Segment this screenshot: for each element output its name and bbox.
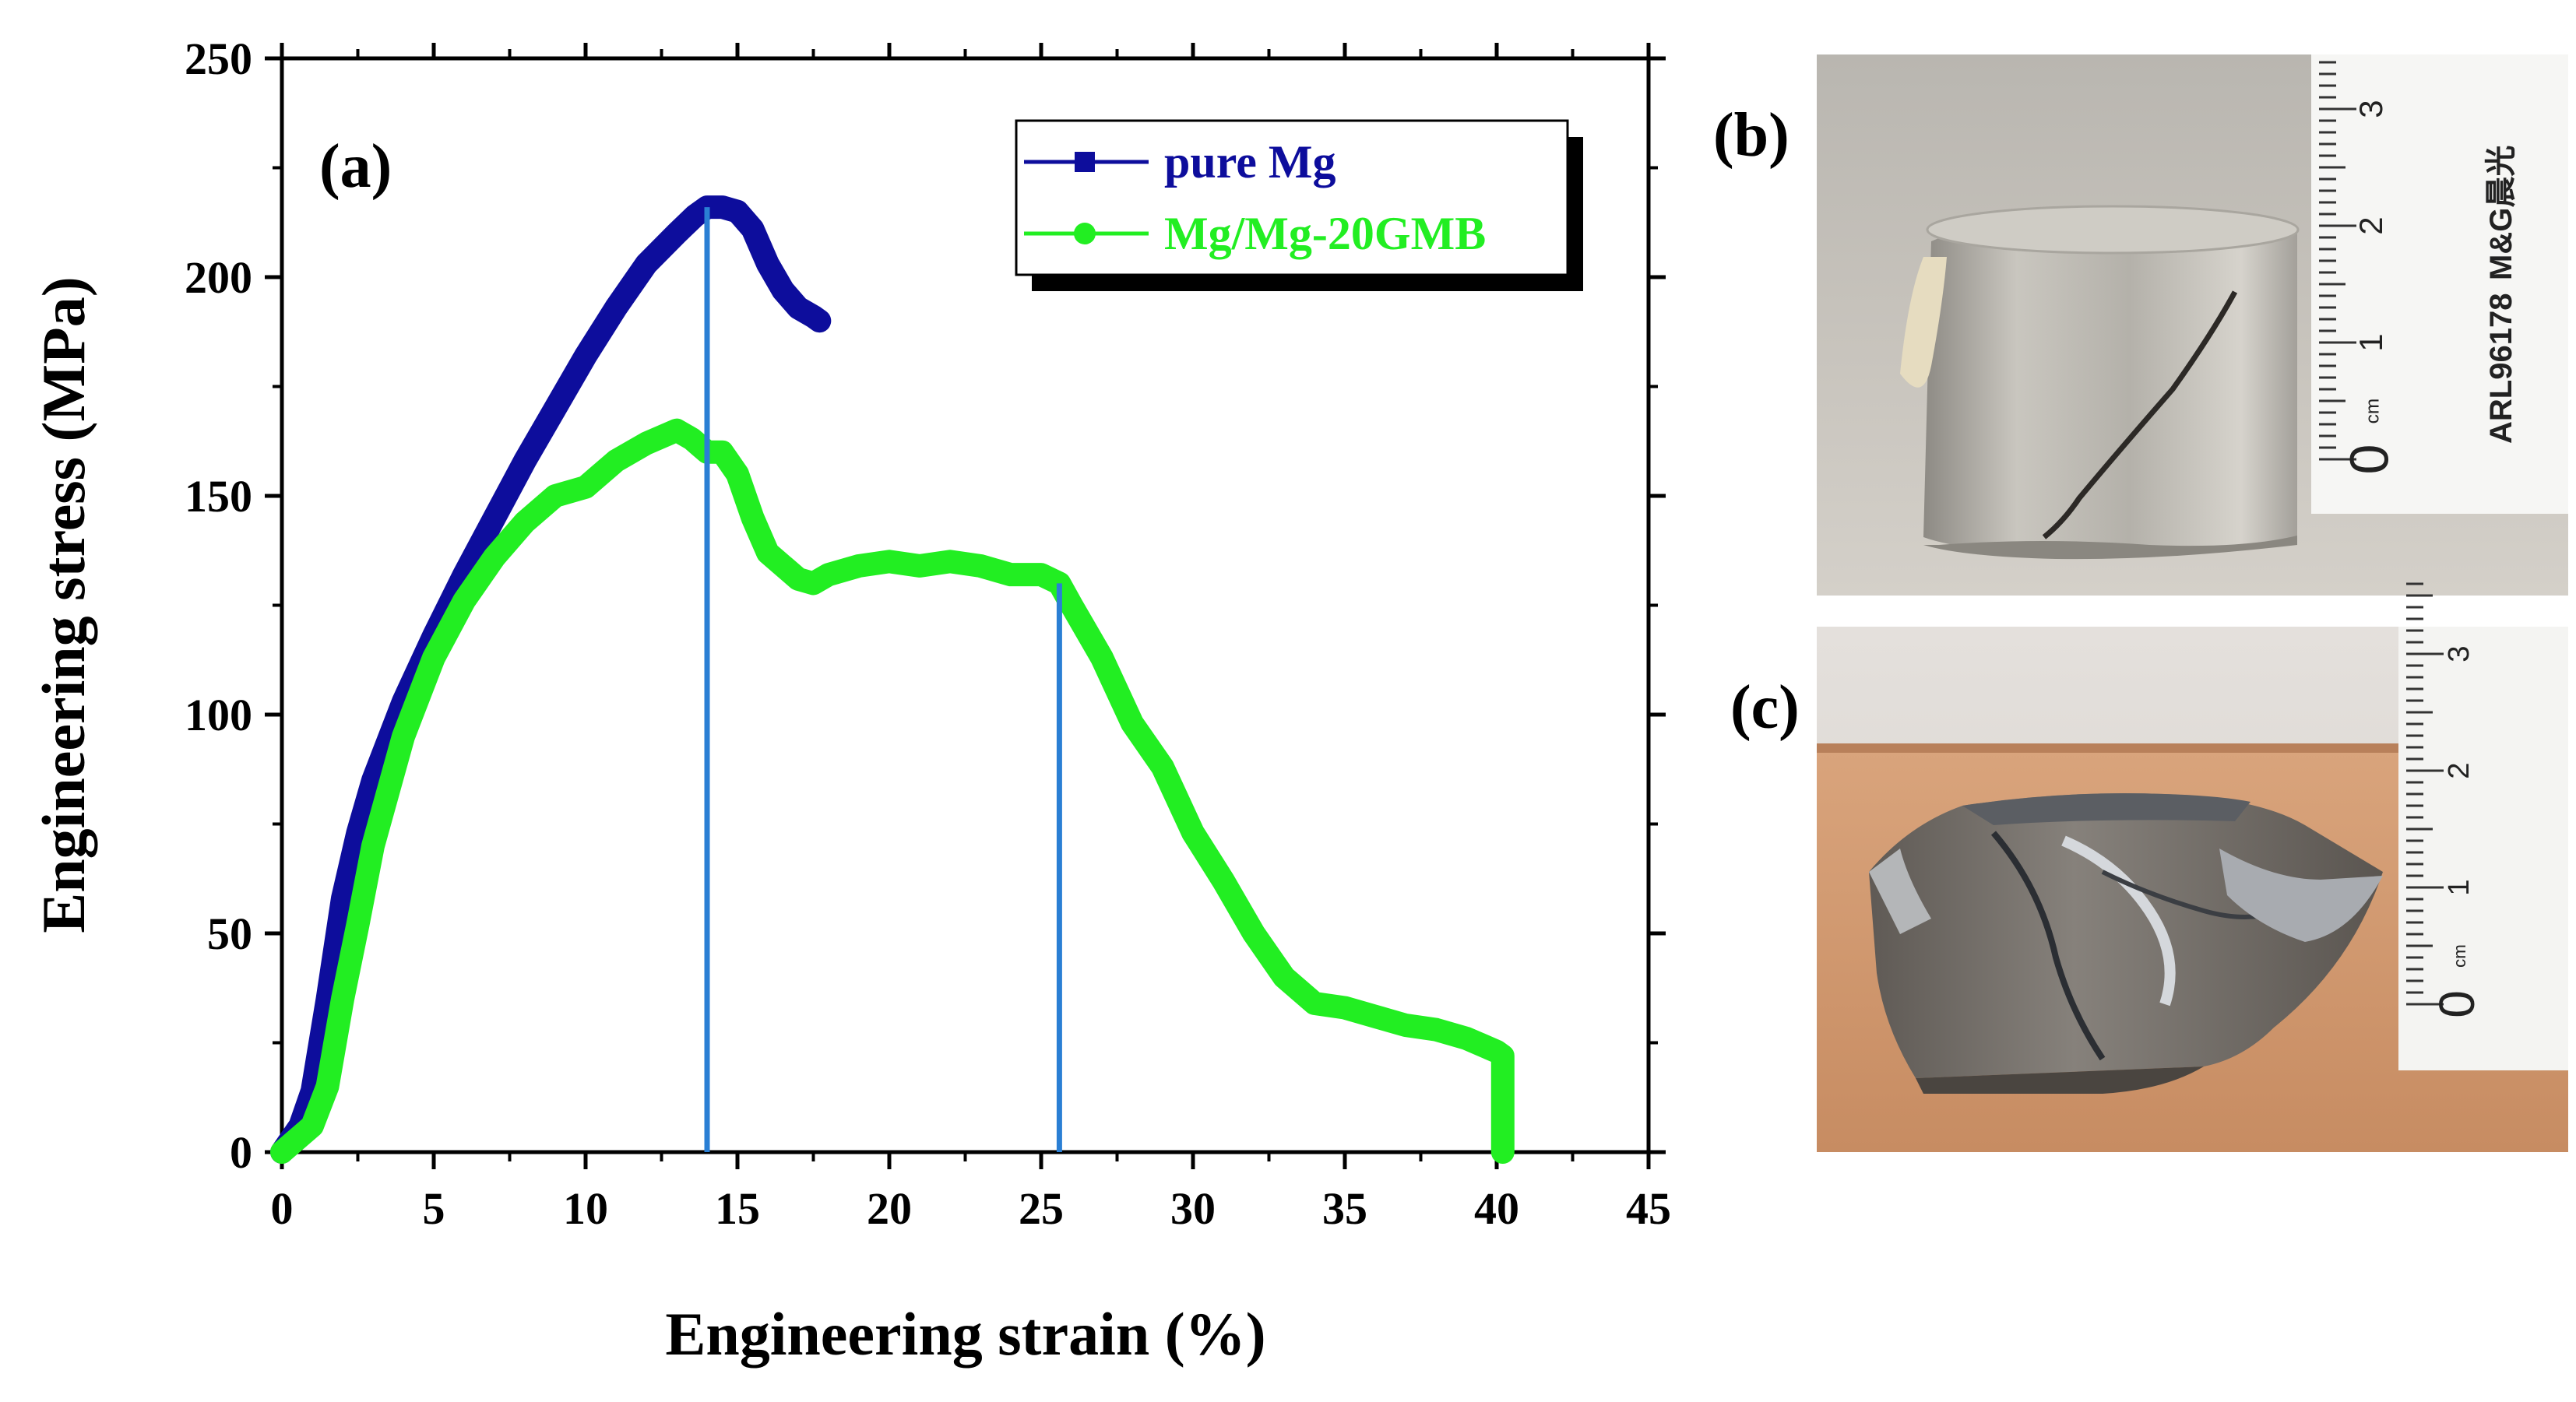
x-tick-label: 20	[867, 1183, 912, 1234]
ruler-number: 3	[2353, 100, 2389, 118]
ruler-b-code: ARL96178	[2484, 293, 2518, 444]
x-tick-label: 25	[1019, 1183, 1064, 1234]
x-tick-label: 30	[1170, 1183, 1216, 1234]
x-tick-label: 10	[563, 1183, 608, 1234]
x-tick-label: 15	[715, 1183, 760, 1234]
x-tick-label: 0	[271, 1183, 294, 1234]
x-axis-title: Engineering strain (%)	[665, 1300, 1265, 1368]
ruler-unit: cm	[2450, 944, 2469, 968]
sample-cylinder-intact	[1900, 205, 2300, 560]
y-axis-title: Engineering stress (MPa)	[30, 276, 97, 933]
vertical-markers	[704, 207, 1062, 1152]
ruler-number: 2	[2442, 762, 2476, 778]
legend-label: pure Mg	[1164, 136, 1336, 188]
x-tick-label: 5	[423, 1183, 445, 1234]
x-tick-label: 35	[1322, 1183, 1367, 1234]
x-axis: 0 5 10 15 20 25 30 35 40 45	[271, 43, 1671, 1234]
panel-label-c: (c)	[1730, 673, 1800, 742]
ruler-unit: cm	[2362, 399, 2383, 424]
legend-marker-circle	[1074, 223, 1096, 244]
series-layer	[270, 195, 1515, 1164]
y-tick-label: 200	[185, 252, 252, 303]
panel-label-b: (b)	[1713, 101, 1789, 170]
y-tick-label: 250	[185, 33, 252, 84]
x-tick-label: 40	[1474, 1183, 1519, 1234]
series-line-pure-mg	[270, 195, 832, 1164]
ruler-number: 1	[2353, 333, 2389, 351]
y-tick-label: 50	[207, 908, 252, 959]
sample-fractured	[1869, 793, 2383, 1094]
series-end-marker	[1492, 1142, 1513, 1162]
ruler-number: 2	[2353, 216, 2389, 234]
ruler-number: 0	[2338, 444, 2399, 475]
y-tick-label: 100	[185, 690, 252, 740]
legend-box	[1015, 119, 1569, 276]
stress-strain-chart: 0 50 100 150 200 250 0 5 10 15 20 25 30 35 40 45 (a) E…	[30, 33, 1671, 1368]
series-line-mg-20gmb	[270, 418, 1515, 1164]
ruler-number: 1	[2442, 879, 2476, 895]
photo-panel-b: (b) 0 1 2 3 cm ARL96178 M&G晨光	[1713, 54, 2568, 596]
x-tick-label: 45	[1626, 1183, 1671, 1234]
legend: pure Mg Mg/Mg-20GMB	[1015, 119, 1583, 291]
y-tick-label: 0	[230, 1127, 252, 1178]
ruler-b-brand: M&G晨光	[2484, 146, 2518, 280]
ruler-number: 3	[2442, 645, 2476, 662]
legend-label: Mg/Mg-20GMB	[1164, 208, 1486, 259]
ruler-b: 0 1 2 3 cm ARL96178 M&G晨光	[2311, 54, 2568, 514]
ruler-c: 0 1 2 3 cm	[2398, 582, 2568, 1070]
y-axis: 0 50 100 150 200 250	[185, 33, 1666, 1178]
ruler-number: 0	[2429, 990, 2485, 1018]
y-tick-label: 150	[185, 471, 252, 522]
legend-marker-square	[1075, 152, 1095, 172]
photo-panel-c: (c) 0 1 2 3 cm	[1730, 582, 2568, 1152]
panel-label-a: (a)	[319, 132, 392, 201]
